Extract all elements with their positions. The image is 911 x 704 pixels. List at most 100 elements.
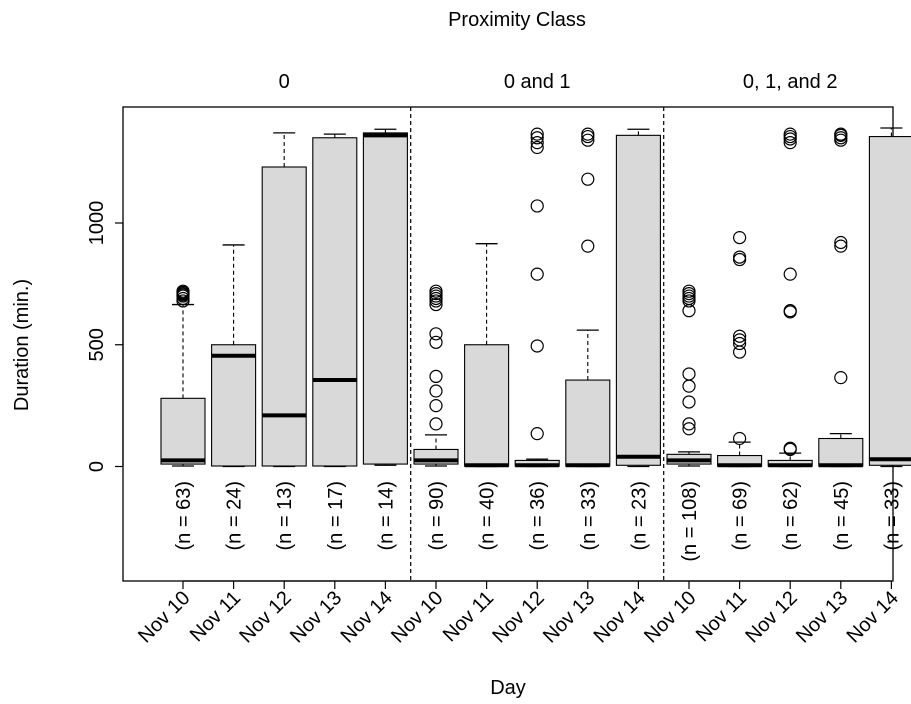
- outlier-point: [530, 267, 544, 281]
- box-group-0-4: (n = 14): [362, 128, 408, 550]
- x-tick-label: Nov 14: [337, 587, 397, 647]
- outlier-point: [429, 335, 443, 349]
- box-group-0-0: (n = 63): [160, 284, 206, 550]
- box-iqr: [565, 379, 611, 467]
- box-group-2-1: (n = 69): [717, 231, 763, 550]
- outlier-point: [783, 267, 797, 281]
- outlier-point: [429, 399, 443, 413]
- outlier-point: [834, 371, 848, 385]
- box-iqr: [211, 344, 257, 467]
- x-tick-label: Nov 11: [186, 587, 245, 646]
- outlier-point: [429, 327, 443, 341]
- outlier-point: [783, 304, 797, 318]
- box-group-2-0: (n = 108): [666, 284, 712, 562]
- y-tick-label-0: 0: [86, 461, 108, 472]
- outlier-point: [682, 417, 696, 431]
- x-tick-label: Nov 12: [741, 587, 801, 647]
- x-tick-label: Nov 12: [235, 587, 295, 647]
- n-label: (n = 90): [426, 481, 448, 550]
- x-tick-label: Nov 13: [792, 587, 852, 647]
- chart-title: Proximity Class: [448, 9, 586, 31]
- outlier-point: [581, 172, 595, 186]
- outlier-point: [530, 140, 544, 155]
- box-iqr: [312, 137, 358, 467]
- outlier-point: [530, 199, 544, 213]
- outlier-point: [732, 431, 747, 446]
- box-group-0-2: (n = 13): [261, 132, 307, 550]
- outlier-point: [429, 384, 443, 398]
- group-label-1: 0 and 1: [504, 71, 571, 93]
- outlier-point: [530, 136, 544, 150]
- box-iqr: [464, 344, 510, 467]
- outlier-point: [682, 284, 696, 298]
- outlier-point: [834, 235, 848, 250]
- outlier-point: [176, 284, 190, 298]
- outlier-point: [581, 133, 595, 147]
- outlier-point: [732, 333, 747, 347]
- outlier-point: [783, 127, 797, 141]
- boxes: (n = 63) (n = 24) (n = 13) (n = 17) (n = 14)…: [160, 127, 911, 562]
- box-group-1-1: (n = 40): [464, 243, 510, 550]
- n-label: (n = 13): [274, 481, 296, 550]
- outlier-point: [682, 395, 696, 409]
- outlier-point: [682, 379, 696, 393]
- y-axis: 0 500 1000: [86, 201, 124, 472]
- n-label: (n = 17): [325, 481, 347, 550]
- box-group-0-3: (n = 17): [312, 133, 358, 550]
- outlier-point: [429, 369, 443, 384]
- box-iqr: [261, 166, 307, 467]
- y-tick-label-1: 500: [86, 328, 108, 361]
- box-iqr: [818, 437, 864, 467]
- n-label: (n = 108): [679, 481, 701, 562]
- x-tick-label: Nov 10: [134, 587, 194, 647]
- outlier-point: [682, 422, 696, 436]
- n-label: (n = 24): [224, 481, 246, 550]
- outlier-point: [530, 427, 544, 441]
- outlier-point: [783, 441, 797, 455]
- n-label: (n = 33): [881, 481, 903, 550]
- box-group-1-3: (n = 33): [565, 127, 611, 550]
- x-tick-label: Nov 10: [640, 587, 700, 647]
- outlier-point: [429, 297, 443, 312]
- group-label-2: 0, 1, and 2: [743, 71, 838, 93]
- outlier-point: [429, 284, 443, 298]
- n-label: (n = 40): [477, 481, 499, 550]
- box-group-2-2: (n = 62): [767, 127, 813, 550]
- x-tick-label: Nov 13: [286, 587, 346, 647]
- outlier-point: [530, 127, 544, 141]
- box-iqr: [160, 397, 206, 465]
- y-tick-label-2: 1000: [86, 201, 108, 246]
- box-iqr: [362, 132, 408, 465]
- n-label: (n = 23): [628, 481, 650, 550]
- box-group-1-4: (n = 23): [615, 128, 661, 550]
- outlier-point: [581, 127, 595, 141]
- n-label: (n = 33): [578, 481, 600, 550]
- box-iqr: [615, 134, 661, 466]
- box-iqr: [868, 136, 911, 466]
- box-group-1-0: (n = 90): [413, 284, 459, 550]
- n-label: (n = 62): [780, 481, 802, 550]
- outlier-point: [429, 417, 443, 431]
- outlier-point: [732, 231, 747, 245]
- group-labels: 0 0 and 1 0, 1, and 2: [279, 71, 838, 93]
- n-label: (n = 45): [831, 481, 853, 550]
- box-group-2-3: (n = 45): [818, 127, 864, 550]
- x-tick-label: Nov 14: [590, 587, 650, 647]
- n-label: (n = 14): [375, 481, 397, 550]
- outlier-point: [530, 339, 544, 353]
- outlier-point: [732, 252, 747, 267]
- n-label: (n = 63): [173, 481, 195, 550]
- outlier-point: [732, 329, 747, 343]
- n-label: (n = 36): [527, 481, 549, 550]
- outlier-point: [732, 336, 747, 351]
- outlier-point: [682, 367, 696, 381]
- x-tick-label: Nov 14: [843, 587, 903, 647]
- outlier-point: [834, 127, 848, 141]
- x-tick-label: Nov 12: [488, 587, 548, 647]
- x-axis-label: Day: [490, 677, 526, 699]
- x-tick-label: Nov 10: [387, 587, 447, 647]
- box-group-2-4: (n = 33): [868, 127, 911, 550]
- box-group-1-2: (n = 36): [514, 127, 560, 550]
